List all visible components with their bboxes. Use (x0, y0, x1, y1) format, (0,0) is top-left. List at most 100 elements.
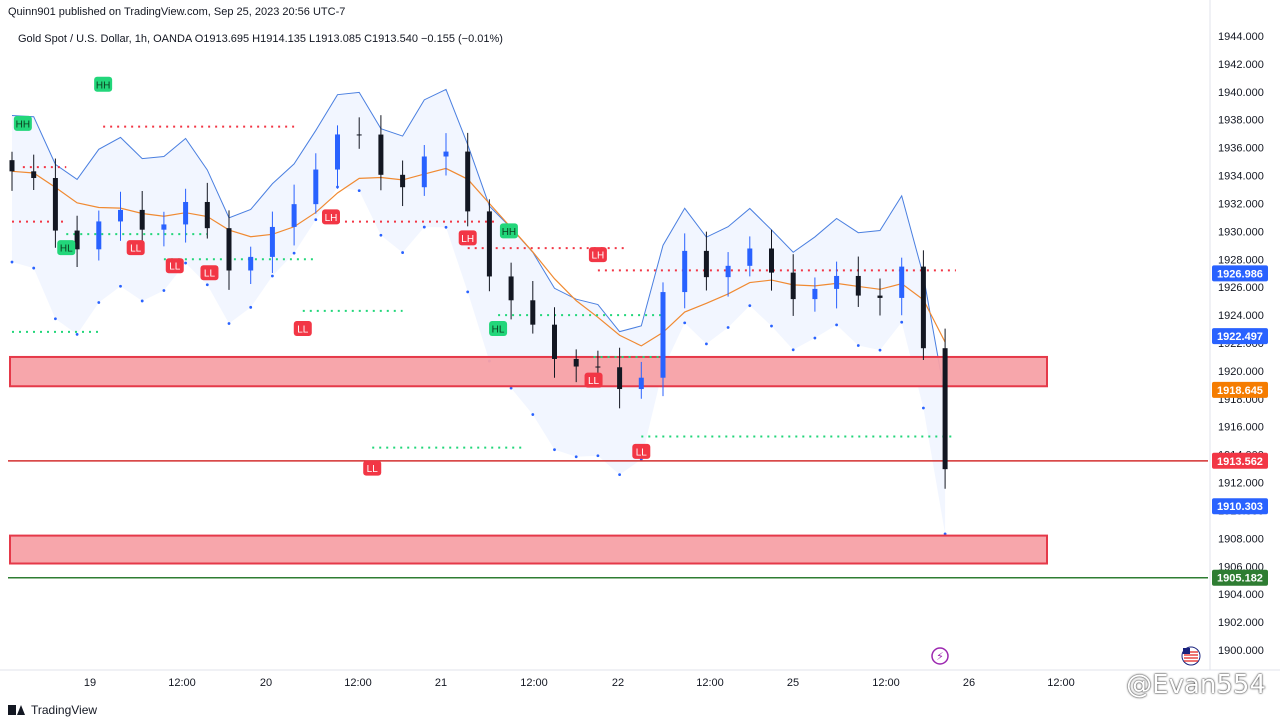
candle-body (378, 134, 384, 175)
candle-body (74, 230, 80, 250)
tradingview-logo-icon (8, 704, 26, 716)
pivot-label-text: LL (169, 262, 181, 273)
lower-band-dot (791, 348, 795, 352)
tradingview-brand[interactable]: TradingView (8, 703, 97, 717)
pivot-label-text: HH (96, 80, 110, 91)
pivot-label-ll (200, 265, 219, 281)
x-tick-label: 12:00 (344, 677, 372, 689)
price-axis-label (1212, 498, 1268, 515)
candle-body (855, 275, 861, 296)
pivot-label-lh (458, 230, 477, 246)
lower-band-dot (271, 274, 274, 278)
candle-body (552, 324, 557, 359)
y-tick-label: 1934.000 (1218, 171, 1264, 183)
y-tick-label: 1912.000 (1218, 478, 1264, 490)
pivot-label-ll (363, 460, 382, 476)
y-tick-label: 1920.000 (1218, 366, 1264, 378)
pivot-label-hh (499, 223, 518, 239)
y-tick-label: 1924.000 (1218, 310, 1264, 322)
symbol-legend[interactable]: Gold Spot / U.S. Dollar, 1h, OANDA O1913… (16, 32, 505, 46)
y-tick-label: 1902.000 (1218, 617, 1264, 629)
pivot-label-text: HH (16, 119, 30, 130)
price-axis-label-text: 1910.303 (1217, 501, 1263, 513)
y-tick-label: 1932.000 (1218, 198, 1264, 210)
band-fill (12, 89, 946, 534)
pivot-label-ll (632, 443, 651, 459)
candle-body (617, 367, 623, 390)
y-tick-label: 1916.000 (1218, 422, 1264, 434)
price-axis-label (1212, 265, 1268, 282)
lower-band-dot (140, 299, 144, 303)
lower-band-dot (97, 301, 101, 304)
candle-body (508, 276, 514, 301)
pivot-label-hh (94, 76, 113, 92)
x-tick-label: 20 (260, 677, 272, 689)
pivot-label-text: LH (592, 251, 605, 262)
lower-band-dot (900, 320, 904, 324)
y-tick-label: 1904.000 (1218, 589, 1264, 601)
y-tick-label: 1928.000 (1218, 254, 1264, 266)
lower-band-dot (748, 304, 752, 308)
candle-body (443, 151, 449, 157)
brand-label: TradingView (31, 703, 98, 717)
lower-band-dot (683, 321, 687, 325)
flag-canton (1183, 648, 1190, 654)
lightning-icon[interactable] (931, 647, 949, 665)
candle-body (942, 348, 948, 470)
lower-band-dot (292, 251, 296, 255)
author-watermark: @Evan554 (1126, 670, 1266, 700)
pivot-label-text: LL (130, 244, 142, 255)
candle-body (703, 250, 709, 278)
y-tick-label: 1940.000 (1218, 87, 1264, 99)
y-tick-label: 1930.000 (1218, 226, 1264, 238)
x-tick-label: 25 (787, 677, 799, 689)
y-tick-label: 1944.000 (1218, 31, 1264, 43)
candle-body (118, 209, 123, 222)
pivot-label-text: LL (204, 269, 216, 280)
lower-band-dot (922, 406, 925, 410)
lower-band-dot (32, 266, 36, 270)
price-axis-label-text: 1922.497 (1217, 331, 1263, 343)
pivot-label-text: HH (502, 227, 516, 238)
lower-band-dot (726, 326, 730, 329)
lower-band-dot (10, 260, 14, 264)
candle-body (899, 266, 905, 298)
x-tick-label: 22 (612, 677, 624, 689)
candle-body (161, 224, 167, 230)
lower-band-dot (314, 218, 318, 222)
lower-band-dot (618, 473, 621, 476)
candle-body (920, 266, 926, 349)
candle-body (356, 134, 362, 136)
supply-zone (9, 355, 1048, 388)
upper-band-line (11, 88, 946, 397)
candle-body (291, 204, 297, 227)
candle-body (183, 201, 189, 225)
price-axis-label-text: 1905.182 (1217, 573, 1263, 585)
price-axis-label (1212, 569, 1268, 586)
y-tick-label: 1936.000 (1218, 143, 1264, 155)
candle-body (812, 288, 818, 300)
lower-band-dot (553, 448, 556, 452)
ema-line (11, 167, 946, 347)
lower-band-dot (770, 324, 773, 328)
pivot-label-text: HL (60, 244, 73, 255)
price-axis-label (1212, 381, 1268, 398)
lower-band-dot (379, 233, 383, 237)
price-axis-label-text: 1913.562 (1217, 456, 1263, 468)
x-tick-label: 12:00 (1047, 677, 1075, 689)
lower-band-dot (227, 322, 231, 325)
candle-body (31, 171, 37, 179)
lower-band-dot (162, 289, 166, 292)
candle-body (335, 134, 340, 170)
lower-band-dot (531, 413, 535, 416)
y-tick-label: 1926.000 (1218, 282, 1264, 294)
pivot-label-text: LL (636, 447, 648, 458)
candle-body (204, 201, 210, 229)
supply-zone (9, 534, 1048, 565)
candle-body (9, 160, 15, 172)
x-tick-label: 19 (84, 677, 96, 689)
price-axis-label-text: 1926.986 (1217, 268, 1263, 280)
lower-band-dot (856, 344, 860, 347)
candle-body (52, 178, 58, 231)
